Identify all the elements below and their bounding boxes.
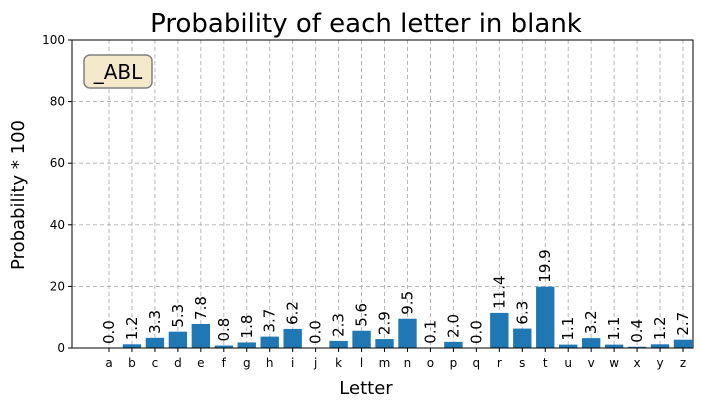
x-tick-label-f: f [222,356,227,370]
data-label-h: 3.7 [261,309,279,333]
annotation-background [83,54,153,89]
x-tick-label-d: d [174,356,182,370]
data-label-z: 2.7 [674,312,692,336]
data-label-e: 7.8 [192,296,210,320]
bar-m [375,339,394,348]
annotation-box: _ABL [83,54,153,89]
axis-ticks: 0 20 40 60 80 100 a b c d e f g h i j k l m n o p q r s t u v w x y z [42,33,686,370]
data-label-r: 11.4 [490,275,508,308]
data-label-o: 0.1 [421,320,439,344]
data-label-y: 1.2 [651,316,669,340]
data-label-f: 0.8 [215,318,233,342]
x-tick-label-t: t [543,356,548,370]
data-labels: 0.0 1.2 3.3 5.3 7.8 0.8 1.8 3.7 6.2 0.0 2.3 5.6 2.99… [100,249,692,344]
bars [122,286,693,348]
chart-title: Probability of each letter in blank [150,9,582,39]
data-label-t: 19.9 [536,249,554,282]
x-tick-label-l: l [360,356,363,370]
x-tick-label-i: i [291,356,294,370]
data-label-v: 3.2 [582,310,600,334]
bar-n [398,318,417,348]
data-label-p: 2.0 [444,314,462,338]
x-tick-label-g: g [243,356,251,370]
x-tick-label-h: h [266,356,274,370]
bar-s [513,328,532,348]
bar-w [604,344,624,348]
x-tick-label-b: b [128,356,136,370]
data-label-j: 0.0 [307,320,325,344]
bar-h [260,336,279,348]
bar-y [650,344,670,348]
bar-r [490,312,509,348]
plot-frame [71,39,694,349]
x-tick-label-s: s [519,356,525,370]
x-tick-label-y: y [656,356,663,370]
grid [72,39,693,349]
x-tick-label-o: o [427,356,434,370]
bar-k [329,340,348,348]
bar-b [122,344,142,348]
bar-p [444,341,463,348]
x-tick-label-v: v [588,356,595,370]
data-label-c: 3.3 [146,310,164,334]
x-tick-label-p: p [450,356,458,370]
x-axis-title: Letter [339,378,393,399]
y-tick-label: 60 [50,156,65,170]
bar-d [168,331,188,348]
data-label-x: 0.4 [628,319,646,343]
x-tick-label-n: n [404,356,412,370]
bar-u [559,344,578,348]
annotation-label: _ABL [93,60,143,84]
data-label-w: 1.1 [605,317,623,341]
x-tick-label-u: u [564,356,572,370]
data-label-a: 0.0 [100,320,118,344]
y-tick-label: 20 [50,279,65,293]
bar-f [214,345,233,348]
data-label-s: 6.3 [513,301,531,325]
y-tick-label: 0 [57,341,65,355]
data-label-g: 1.8 [238,315,256,339]
data-label-b: 1.2 [123,316,141,340]
y-tick-label: 40 [50,218,65,232]
data-label-q: 0.0 [467,320,485,344]
bar-c [145,337,165,348]
bar-e [191,323,211,348]
y-tick-label: 80 [50,95,65,109]
data-label-d: 5.3 [169,304,187,328]
x-tick-label-x: x [634,356,641,370]
y-tick-label: 100 [42,33,65,47]
x-tick-label-c: c [152,356,159,370]
x-tick-label-a: a [105,356,112,370]
bar-v [581,338,601,348]
x-tick-label-z: z [680,356,686,370]
data-label-m: 2.9 [376,311,394,335]
x-tick-label-q: q [473,356,481,370]
bar-t [536,286,555,348]
bar-g [237,342,256,348]
bar-x [627,346,647,348]
x-tick-label-k: k [335,356,342,370]
bar-i [283,328,302,348]
x-tick-label-w: w [609,356,619,370]
data-label-i: 6.2 [284,301,302,325]
x-tick-label-e: e [197,356,204,370]
x-tick-label-j: j [313,356,317,370]
x-tick-label-m: m [379,356,391,370]
bar-z [673,339,693,348]
data-label-k: 2.3 [330,313,348,337]
y-axis-title: Probability * 100 [8,120,29,270]
x-tick-label-r: r [497,356,502,370]
data-label-l: 5.6 [353,303,371,327]
bar-l [352,330,371,348]
data-label-u: 1.1 [559,317,577,341]
data-label-n: 9.5 [398,291,416,315]
